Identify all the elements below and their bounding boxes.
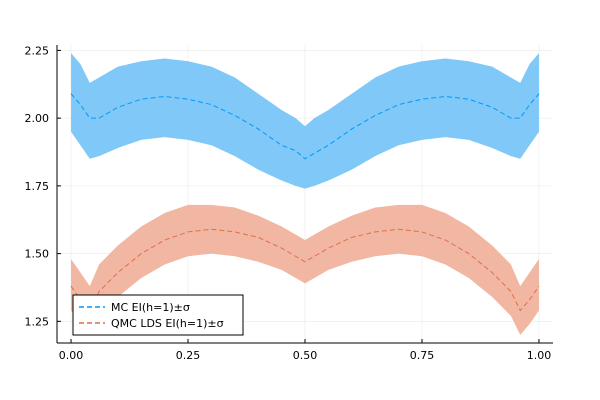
x-tick-label: 0.50 — [293, 349, 318, 362]
mean-lines — [70, 93, 540, 312]
x-tick-label: 0.25 — [176, 349, 201, 362]
x-tick-label: 0.75 — [410, 349, 435, 362]
mean-line-2 — [70, 228, 540, 312]
legend-label-1: MC EI(h=1)±σ — [111, 301, 190, 314]
legend-box — [72, 294, 244, 336]
y-tick-label: 1.25 — [25, 315, 50, 328]
legend-label-2: QMC LDS EI(h=1)±σ — [111, 317, 224, 330]
error-band-1 — [71, 53, 539, 189]
error-band-2 — [71, 204, 539, 335]
axes — [56, 45, 553, 344]
tick-labels: 0.00 0.25 0.50 0.75 1.00 1.25 1.50 1.75 2.00 2.25 — [25, 44, 552, 362]
x-tick-label: 1.00 — [527, 349, 552, 362]
y-tick-label: 1.50 — [25, 248, 50, 261]
y-tick-label: 2.25 — [25, 44, 50, 57]
x-tick-label: 0.00 — [59, 349, 84, 362]
mean-line-1 — [70, 93, 540, 160]
error-bands — [71, 53, 539, 335]
y-tick-label: 2.00 — [25, 112, 50, 125]
legend: MC EI(h=1)±σ QMC LDS EI(h=1)±σ — [72, 294, 244, 336]
y-tick-label: 1.75 — [25, 180, 50, 193]
